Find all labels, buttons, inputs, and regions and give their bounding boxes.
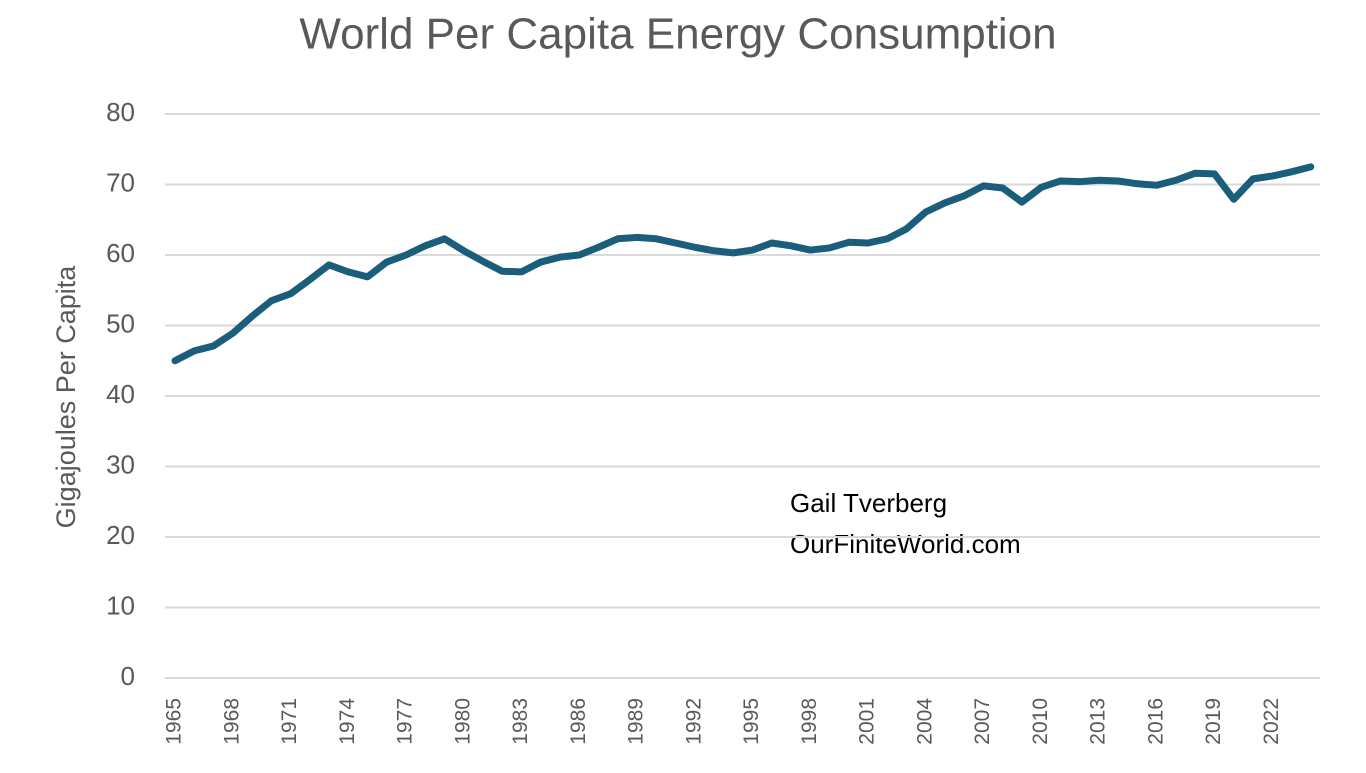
- x-tick-label: 2007: [971, 698, 994, 745]
- x-tick-label: 1971: [278, 698, 301, 745]
- annotation: Gail Tverberg: [790, 488, 947, 518]
- y-tick-label: 60: [106, 238, 135, 268]
- x-tick-label: 2016: [1144, 698, 1167, 745]
- y-axis-label: Gigajoules Per Capita: [51, 265, 81, 529]
- x-tick-label: 1998: [798, 698, 821, 745]
- x-tick-label: 2022: [1260, 698, 1283, 745]
- x-tick-label: 1980: [451, 698, 474, 745]
- x-tick-label: 2010: [1029, 698, 1052, 745]
- x-tick-label: 1989: [625, 698, 648, 745]
- x-tick-label: 1968: [220, 698, 243, 745]
- y-tick-label: 50: [106, 308, 135, 338]
- x-tick-label: 2001: [856, 698, 879, 745]
- y-tick-label: 40: [106, 379, 135, 409]
- y-tick-label: 0: [121, 661, 135, 691]
- annotation: OurFiniteWorld.com: [790, 529, 1021, 559]
- x-tick-label: 2004: [913, 698, 936, 745]
- x-tick-label: 1977: [394, 698, 417, 745]
- x-tick-label: 2013: [1087, 698, 1110, 745]
- x-tick-label: 1965: [163, 698, 186, 745]
- x-tick-label: 1974: [336, 698, 359, 745]
- y-tick-label: 10: [106, 590, 135, 620]
- line: [171, 163, 1315, 365]
- y-tick-label: 20: [106, 520, 135, 550]
- x-tick-label: 2019: [1202, 698, 1225, 745]
- x-tick-label: 1983: [509, 698, 532, 745]
- y-tick-label: 30: [106, 449, 135, 479]
- x-tick-label: 1992: [682, 698, 705, 745]
- y-tick-label: 70: [106, 167, 135, 197]
- y-tick-label: 80: [106, 97, 135, 127]
- x-tick-label: 1995: [740, 698, 763, 745]
- x-tick-label: 1986: [567, 698, 590, 745]
- chart-title: World Per Capita Energy Consumption: [299, 10, 1056, 59]
